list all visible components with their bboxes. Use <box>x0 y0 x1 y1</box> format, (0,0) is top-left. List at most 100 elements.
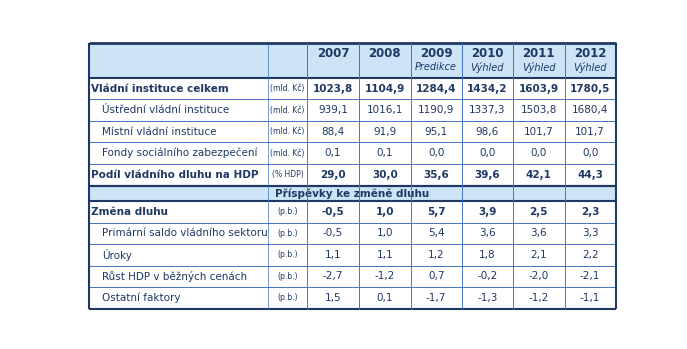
Text: Podíl vládního dluhu na HDP: Podíl vládního dluhu na HDP <box>91 170 259 180</box>
Text: Výhled: Výhled <box>471 62 504 73</box>
Text: -1,3: -1,3 <box>477 293 497 303</box>
Text: 1190,9: 1190,9 <box>418 105 454 115</box>
Text: 1,1: 1,1 <box>376 250 393 260</box>
Text: (p.b.): (p.b.) <box>278 272 297 281</box>
Text: (% HDP): (% HDP) <box>271 170 304 179</box>
Bar <box>89 43 616 78</box>
Text: 1104,9: 1104,9 <box>365 83 405 94</box>
Text: (mld. Kč): (mld. Kč) <box>270 106 305 114</box>
Text: 30,0: 30,0 <box>372 170 398 180</box>
Text: (p.b.): (p.b.) <box>278 229 297 238</box>
Text: Fondy sociálního zabezpečení: Fondy sociálního zabezpečení <box>102 148 257 158</box>
Bar <box>89 244 616 266</box>
Text: (mld. Kč): (mld. Kč) <box>270 84 305 93</box>
Text: 2010: 2010 <box>471 47 504 60</box>
Text: (p.b.): (p.b.) <box>278 294 297 303</box>
Text: 0,7: 0,7 <box>428 272 444 281</box>
Text: 2,3: 2,3 <box>581 207 599 217</box>
Text: 0,0: 0,0 <box>428 148 444 158</box>
Text: 0,1: 0,1 <box>325 148 341 158</box>
Text: -1,2: -1,2 <box>374 272 395 281</box>
Text: 5,7: 5,7 <box>427 207 445 217</box>
Text: 0,0: 0,0 <box>479 148 495 158</box>
Text: 29,0: 29,0 <box>320 170 346 180</box>
Text: 44,3: 44,3 <box>577 170 603 180</box>
Text: 2007: 2007 <box>317 47 350 60</box>
Bar <box>89 142 616 164</box>
Text: Primární saldo vládního sektoru: Primární saldo vládního sektoru <box>102 228 267 238</box>
Text: 42,1: 42,1 <box>526 170 552 180</box>
Bar <box>89 78 616 99</box>
Text: 1503,8: 1503,8 <box>521 105 557 115</box>
Text: 0,1: 0,1 <box>376 148 393 158</box>
Text: 3,9: 3,9 <box>478 207 497 217</box>
Text: -0,5: -0,5 <box>322 207 344 217</box>
Text: Predikce: Predikce <box>415 62 457 73</box>
Bar <box>89 287 616 309</box>
Text: -1,7: -1,7 <box>426 293 447 303</box>
Text: 91,9: 91,9 <box>373 127 396 137</box>
Text: Výhled: Výhled <box>522 62 555 73</box>
Text: Ústřední vládní instituce: Ústřední vládní instituce <box>102 105 229 115</box>
Text: (mld. Kč): (mld. Kč) <box>270 149 305 158</box>
Text: 2011: 2011 <box>522 47 555 60</box>
Text: 0,0: 0,0 <box>530 148 547 158</box>
Bar <box>89 266 616 287</box>
Text: 5,4: 5,4 <box>428 228 444 238</box>
Text: 3,6: 3,6 <box>530 228 547 238</box>
Text: 3,6: 3,6 <box>479 228 495 238</box>
Text: 1016,1: 1016,1 <box>367 105 403 115</box>
Text: 1434,2: 1434,2 <box>467 83 508 94</box>
Bar <box>89 164 616 186</box>
Text: Ostatní faktory: Ostatní faktory <box>102 293 180 303</box>
Text: 1,2: 1,2 <box>428 250 444 260</box>
Text: 2008: 2008 <box>368 47 401 60</box>
Text: -2,1: -2,1 <box>580 272 600 281</box>
Bar <box>89 201 616 223</box>
Text: Příspěvky ke změně dluhu: Příspěvky ke změně dluhu <box>275 188 429 199</box>
Text: Výhled: Výhled <box>574 62 607 73</box>
Text: 1,5: 1,5 <box>325 293 341 303</box>
Bar <box>89 186 616 201</box>
Text: Úroky: Úroky <box>102 249 132 261</box>
Text: Změna dluhu: Změna dluhu <box>91 207 168 217</box>
Text: 2012: 2012 <box>574 47 607 60</box>
Text: (p.b.): (p.b.) <box>278 250 297 259</box>
Text: 1337,3: 1337,3 <box>469 105 506 115</box>
Text: 3,3: 3,3 <box>582 228 598 238</box>
Text: 0,0: 0,0 <box>582 148 598 158</box>
Text: 88,4: 88,4 <box>322 127 345 137</box>
Text: (mld. Kč): (mld. Kč) <box>270 127 305 136</box>
Text: 98,6: 98,6 <box>475 127 499 137</box>
Text: 101,7: 101,7 <box>575 127 605 137</box>
Text: 1680,4: 1680,4 <box>572 105 608 115</box>
Text: 1284,4: 1284,4 <box>416 83 456 94</box>
Text: -0,5: -0,5 <box>323 228 344 238</box>
Text: 1,0: 1,0 <box>376 228 393 238</box>
Bar <box>89 223 616 244</box>
Text: 101,7: 101,7 <box>523 127 554 137</box>
Text: -1,1: -1,1 <box>580 293 600 303</box>
Text: 1603,9: 1603,9 <box>519 83 559 94</box>
Text: -2,0: -2,0 <box>528 272 549 281</box>
Text: -2,7: -2,7 <box>323 272 344 281</box>
Text: 2009: 2009 <box>420 47 453 60</box>
Text: 35,6: 35,6 <box>423 170 449 180</box>
Text: Místní vládní instituce: Místní vládní instituce <box>102 127 216 137</box>
Text: 2,1: 2,1 <box>530 250 547 260</box>
Text: 0,1: 0,1 <box>376 293 393 303</box>
Text: Vládní instituce celkem: Vládní instituce celkem <box>91 83 229 94</box>
Text: (p.b.): (p.b.) <box>278 207 297 216</box>
Text: 1,1: 1,1 <box>325 250 341 260</box>
Text: 1,0: 1,0 <box>376 207 394 217</box>
Text: 939,1: 939,1 <box>318 105 348 115</box>
Text: -0,2: -0,2 <box>477 272 497 281</box>
Text: 2,5: 2,5 <box>530 207 548 217</box>
Text: 2,2: 2,2 <box>582 250 598 260</box>
Text: 1023,8: 1023,8 <box>313 83 353 94</box>
Bar <box>89 99 616 121</box>
Text: Růst HDP v běžných cenách: Růst HDP v běžných cenách <box>102 271 247 282</box>
Text: 1,8: 1,8 <box>479 250 495 260</box>
Text: 95,1: 95,1 <box>425 127 448 137</box>
Bar <box>89 121 616 142</box>
